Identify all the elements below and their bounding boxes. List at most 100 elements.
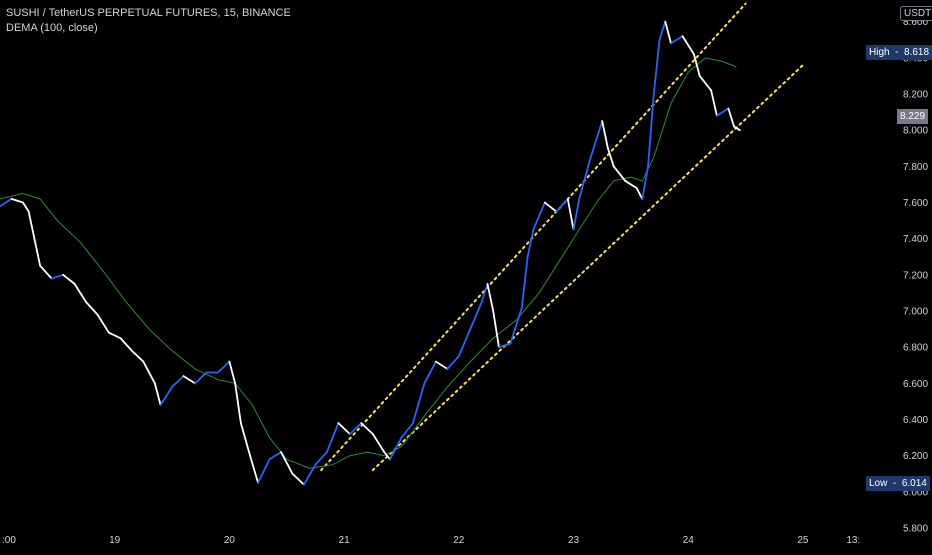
price-segment	[710, 89, 718, 117]
x-tick-label: 21	[339, 535, 351, 546]
price-segment	[520, 255, 529, 309]
high-label: High	[869, 47, 890, 58]
price-segment	[217, 360, 231, 374]
price-segment	[326, 422, 340, 453]
x-tick-label: 25	[797, 535, 809, 546]
price-segment	[658, 20, 667, 41]
price-segment	[153, 382, 162, 406]
y-tick-label: 8.600	[903, 17, 928, 28]
channel-line-lower	[371, 64, 804, 472]
price-segment	[457, 328, 472, 358]
price-segment	[624, 179, 638, 189]
price-segment	[280, 451, 294, 475]
high-value: 8.618	[904, 47, 930, 58]
low-price-tag: Low - 6.014	[866, 476, 930, 491]
price-segment	[171, 375, 185, 388]
y-tick-label: 5.800	[903, 524, 928, 535]
price-segment	[492, 310, 500, 349]
x-tick-label: :00	[2, 535, 16, 546]
y-tick-label: 6.600	[903, 379, 928, 390]
price-segment	[664, 20, 672, 45]
channel-line-upper	[320, 2, 747, 472]
price-segment	[0, 198, 13, 208]
price-segment	[698, 75, 713, 92]
price-segment	[486, 282, 495, 312]
price-segment	[73, 282, 87, 303]
price-segment	[383, 451, 391, 461]
price-segment	[96, 313, 110, 334]
price-segment	[119, 337, 133, 352]
price-segment	[291, 472, 305, 486]
y-tick-label: 7.000	[903, 307, 928, 318]
price-segment	[434, 360, 449, 370]
y-tick-label: 7.600	[903, 198, 928, 209]
y-tick-label: 8.200	[903, 90, 928, 101]
price-segment	[589, 120, 604, 159]
price-segment	[62, 273, 76, 285]
price-segment	[566, 198, 575, 231]
x-tick-label: 22	[453, 535, 465, 546]
y-tick-label: 8.000	[903, 126, 928, 137]
price-segment	[239, 422, 251, 457]
price-segment	[423, 360, 437, 385]
price-segment	[543, 201, 558, 213]
price-segment	[371, 433, 386, 453]
high-price-tag: High - 8.618	[866, 45, 932, 60]
price-segment	[715, 107, 730, 117]
price-segment	[572, 198, 581, 231]
x-tick-label: 13:	[846, 535, 860, 546]
price-segment	[526, 228, 535, 258]
price-segment	[652, 38, 661, 95]
price-segment	[601, 120, 609, 150]
price-segment	[234, 382, 242, 425]
x-tick-label: 19	[109, 535, 121, 546]
x-tick-label: 20	[224, 535, 236, 546]
price-segment	[412, 382, 426, 425]
price-segment	[693, 53, 701, 77]
y-tick-label: 6.200	[903, 451, 928, 462]
price-segment	[348, 422, 363, 435]
price-segment	[314, 451, 328, 466]
symbol-title: SUSHI / TetherUS PERPETUAL FUTURES, 15, …	[6, 7, 291, 19]
price-segment	[446, 355, 460, 370]
price-segment	[108, 331, 122, 340]
price-segment	[249, 454, 259, 484]
price-segment	[641, 165, 649, 200]
price-segment	[647, 93, 655, 168]
y-tick-label: 7.800	[903, 162, 928, 173]
price-segment	[182, 375, 196, 385]
low-label: Low	[869, 478, 888, 489]
price-segment	[39, 264, 53, 280]
price-segment	[337, 422, 351, 435]
price-segment	[555, 198, 569, 213]
price-segment	[498, 342, 512, 349]
y-tick-label: 6.400	[903, 415, 928, 426]
x-tick-label: 24	[683, 535, 695, 546]
price-segment	[681, 35, 695, 56]
price-segment	[532, 201, 546, 231]
y-tick-label: 6.800	[903, 343, 928, 354]
price-segment	[578, 156, 592, 200]
price-segment	[131, 349, 145, 363]
price-segment	[612, 165, 627, 182]
price-segment	[509, 306, 523, 345]
price-segment	[268, 451, 282, 461]
price-segment	[733, 125, 741, 132]
price-segment	[27, 210, 36, 240]
price-segment	[400, 422, 414, 439]
price-segment	[159, 386, 173, 406]
price-segment	[22, 201, 30, 213]
x-tick-label: 23	[568, 535, 580, 546]
price-segment	[360, 422, 374, 435]
price-segment	[480, 282, 489, 303]
y-tick-label: 7.400	[903, 234, 928, 245]
price-segment	[607, 147, 615, 168]
price-segment	[389, 436, 403, 461]
price-segment	[469, 301, 483, 330]
price-segment	[194, 371, 208, 385]
currency-unit-label[interactable]: USDT	[900, 6, 932, 21]
price-segment	[228, 360, 237, 385]
price-segment	[142, 360, 156, 385]
